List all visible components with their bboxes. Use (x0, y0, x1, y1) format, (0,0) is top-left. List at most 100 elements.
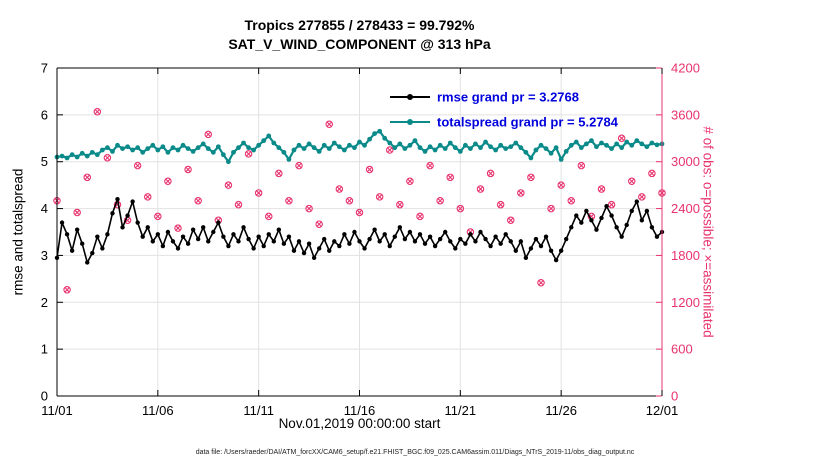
totalspread-marker (205, 146, 211, 151)
obs-possible-marker (184, 165, 192, 174)
right-tick-label: 1800 (671, 248, 700, 263)
totalspread-marker (397, 141, 403, 147)
rmse-marker (508, 239, 513, 244)
obs-possible-marker (365, 165, 374, 174)
totalspread-marker (105, 145, 110, 151)
obs-assimilated-marker (144, 194, 151, 200)
rmse-marker (402, 236, 408, 242)
rmse-marker (478, 229, 483, 235)
totalspread-marker (261, 138, 267, 144)
obs-possible-marker (174, 224, 182, 232)
totalspread-marker (614, 141, 620, 147)
obs-possible-marker (496, 200, 505, 209)
rmse-marker (412, 239, 418, 244)
obs-assimilated-marker (538, 279, 544, 286)
obs-assimilated-marker (356, 209, 363, 216)
left-tick-label: 5 (41, 154, 48, 169)
obs-assimilated-marker (235, 201, 242, 208)
totalspread-marker (553, 145, 559, 151)
totalspread-marker (347, 142, 352, 148)
obs-assimilated-marker (336, 186, 343, 192)
rmse-marker (579, 220, 584, 225)
totalspread-marker (256, 142, 262, 148)
totalspread-marker (286, 156, 292, 162)
obs-possible-marker (597, 185, 606, 193)
totalspread-marker (402, 146, 408, 151)
obs-assimilated-marker (417, 213, 423, 220)
rmse-marker (231, 232, 236, 237)
totalspread-marker (488, 144, 493, 150)
rmse-marker (377, 239, 382, 244)
obs-possible-marker (648, 169, 656, 178)
rmse-marker (407, 229, 413, 235)
totalspread-marker (654, 142, 660, 148)
obs-possible-marker (396, 200, 404, 209)
totalspread-marker (271, 140, 277, 146)
rmse-marker (64, 232, 70, 237)
right-axis-label: # of obs: o=possible; ×=assimilated (700, 126, 716, 338)
obs-possible-marker (63, 286, 71, 294)
obs-assimilated-marker (276, 170, 282, 177)
totalspread-marker (64, 155, 70, 161)
rmse-marker (286, 234, 292, 239)
rmse-marker (417, 232, 423, 237)
obs-assimilated-marker (407, 178, 413, 185)
rmse-marker (59, 220, 65, 225)
totalspread-marker (140, 149, 146, 155)
obs-possible-marker (133, 161, 142, 170)
rmse-marker (256, 234, 261, 239)
rmse-marker (74, 227, 80, 232)
rmse-marker (246, 236, 251, 242)
obs-assimilated-marker (255, 190, 262, 196)
totalspread-marker (468, 146, 473, 151)
totalspread-marker (387, 140, 393, 146)
totalspread-marker (462, 142, 468, 148)
obs-assimilated-marker (94, 108, 101, 115)
x-tick-label: 11/01 (41, 403, 73, 418)
legend-marker-sample (407, 119, 413, 125)
rmse-marker (276, 227, 282, 232)
obs-possible-marker (517, 189, 525, 197)
totalspread-marker (231, 149, 236, 155)
obs-assimilated-marker (649, 170, 655, 177)
totalspread-marker (543, 146, 549, 151)
x-tick-label: 11/06 (142, 403, 174, 418)
obs-possible-marker (93, 107, 102, 116)
rmse-marker (95, 234, 100, 239)
right-tick-label: 600 (671, 342, 693, 357)
rmse-marker (437, 236, 443, 242)
right-tick-label: 1200 (671, 295, 700, 310)
totalspread-marker (99, 147, 105, 153)
obs-possible-marker (506, 216, 515, 225)
right-tick-label: 4200 (671, 61, 700, 76)
left-tick-label: 2 (41, 295, 48, 310)
rmse-marker (301, 250, 307, 256)
obs-possible-marker (375, 193, 384, 201)
rmse-marker (135, 220, 140, 225)
rmse-marker (110, 211, 115, 216)
totalspread-marker (367, 136, 372, 142)
obs-assimilated-marker (578, 162, 585, 169)
totalspread-marker (241, 140, 246, 146)
obs-assimilated-marker (507, 217, 514, 224)
rmse-marker (634, 199, 639, 204)
obs-possible-marker (325, 120, 333, 128)
totalspread-marker (341, 147, 347, 153)
totalspread-marker (185, 146, 191, 151)
totalspread-marker (200, 141, 206, 147)
obs-possible-marker (244, 150, 253, 158)
rmse-marker (523, 255, 529, 260)
obs-possible-marker (345, 197, 354, 205)
totalspread-marker (110, 149, 115, 154)
rmse-marker (140, 234, 145, 239)
obs-assimilated-marker (84, 174, 91, 181)
obs-assimilated-marker (376, 194, 383, 200)
totalspread-marker (629, 142, 635, 148)
totalspread-marker (442, 146, 448, 151)
obs-assimilated-marker (548, 205, 554, 212)
obs-assimilated-marker (427, 162, 433, 169)
rmse-marker (649, 225, 655, 230)
totalspread-marker (357, 139, 362, 145)
totalspread-marker (160, 144, 166, 150)
rmse-marker (337, 243, 342, 249)
